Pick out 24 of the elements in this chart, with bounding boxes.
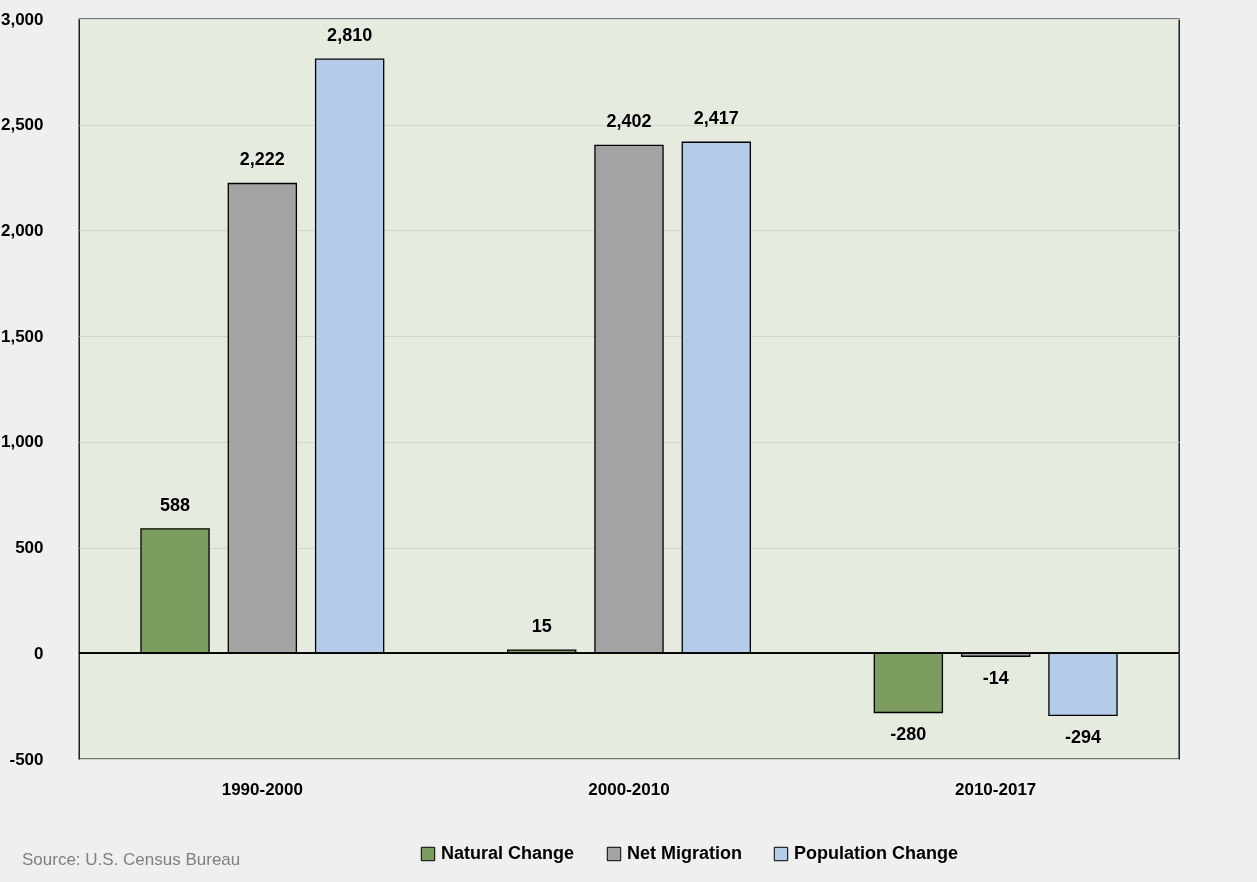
data-label: -14 xyxy=(982,668,1009,689)
legend-label: Natural Change xyxy=(441,843,575,863)
y-tick-label: 1,500 xyxy=(0,326,44,346)
data-label: -294 xyxy=(1064,727,1101,748)
y-tick-label: 3,000 xyxy=(0,9,44,29)
data-label: -280 xyxy=(890,724,927,745)
data-label: 2,222 xyxy=(239,149,285,170)
x-tick-label: 1990-2000 xyxy=(221,779,303,799)
y-tick-label: 500 xyxy=(15,538,44,558)
source-note: Source: U.S. Census Bureau xyxy=(22,850,241,870)
data-label: 2,417 xyxy=(693,108,739,129)
legend-label: Net Migration xyxy=(627,843,742,863)
x-tick-label: 2010-2017 xyxy=(955,779,1037,799)
data-label: 588 xyxy=(160,494,191,515)
y-tick-label: 0 xyxy=(34,643,44,663)
legend-label: Population Change xyxy=(794,843,958,863)
data-label: 2,810 xyxy=(327,25,373,46)
y-tick-label: 2,000 xyxy=(0,220,44,240)
y-tick-label: -500 xyxy=(9,749,44,769)
x-tick-label: 2000-2010 xyxy=(588,779,670,799)
y-tick-label: 2,500 xyxy=(0,115,44,135)
y-tick-label: 1,000 xyxy=(0,432,44,452)
data-label: 15 xyxy=(531,616,552,637)
data-label: 2,402 xyxy=(606,111,652,132)
